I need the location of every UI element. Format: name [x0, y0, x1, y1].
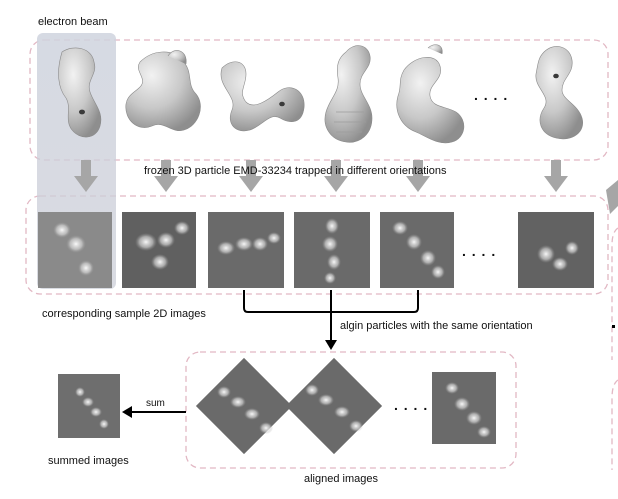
sample-images-label: corresponding sample 2D images — [42, 308, 206, 320]
offscreen-group-border-lower — [611, 379, 618, 470]
sample-image-4 — [294, 212, 370, 288]
particle-3d-4 — [324, 45, 373, 143]
aligned-images-label: aligned images — [304, 473, 378, 485]
sample-image-6 — [518, 212, 594, 288]
aligned-image-3 — [432, 372, 496, 444]
projection-arrow-6 — [544, 160, 568, 192]
summed-image — [58, 374, 120, 438]
aligned-image-1 — [195, 357, 293, 455]
sample-image-3 — [208, 212, 284, 288]
sample-image-1 — [38, 212, 112, 288]
projection-arrow-1 — [74, 160, 98, 192]
aligned-image-2 — [285, 357, 383, 455]
projection-arrow-5 — [406, 160, 430, 192]
offscreen-mark — [612, 325, 615, 328]
frozen-particles-label: frozen 3D particle EMD-33234 trapped in … — [144, 165, 447, 177]
projection-arrow-2 — [154, 160, 178, 192]
offscreen-group-border — [611, 227, 618, 360]
ellipsis-aligned: . . . . — [394, 397, 429, 413]
sum-arrow-head — [122, 406, 132, 418]
projection-arrow-3 — [239, 160, 263, 192]
align-arrow-head — [325, 340, 337, 350]
ellipsis-particles: . . . . — [474, 87, 509, 103]
particle-3d-3 — [220, 61, 305, 132]
sample-image-5 — [380, 212, 454, 288]
sample-image-2 — [122, 212, 196, 288]
electron-beam-label: electron beam — [38, 16, 108, 28]
projection-arrow-offscreen — [606, 180, 618, 214]
particle-3d-6 — [535, 46, 583, 140]
ellipsis-samples: . . . . — [462, 243, 497, 259]
particle-3d-5 — [396, 44, 465, 144]
particles-group-border — [29, 39, 609, 161]
summed-images-label: summed images — [48, 455, 129, 467]
particle-3d-1 — [58, 47, 102, 138]
projection-arrow-4 — [324, 160, 348, 192]
aligned-images-group-border — [185, 351, 517, 469]
sample-images-group-border — [25, 195, 609, 295]
particle-3d-2 — [125, 50, 201, 132]
sum-label: sum — [146, 398, 165, 409]
align-label: algin particles with the same orientatio… — [340, 320, 533, 332]
